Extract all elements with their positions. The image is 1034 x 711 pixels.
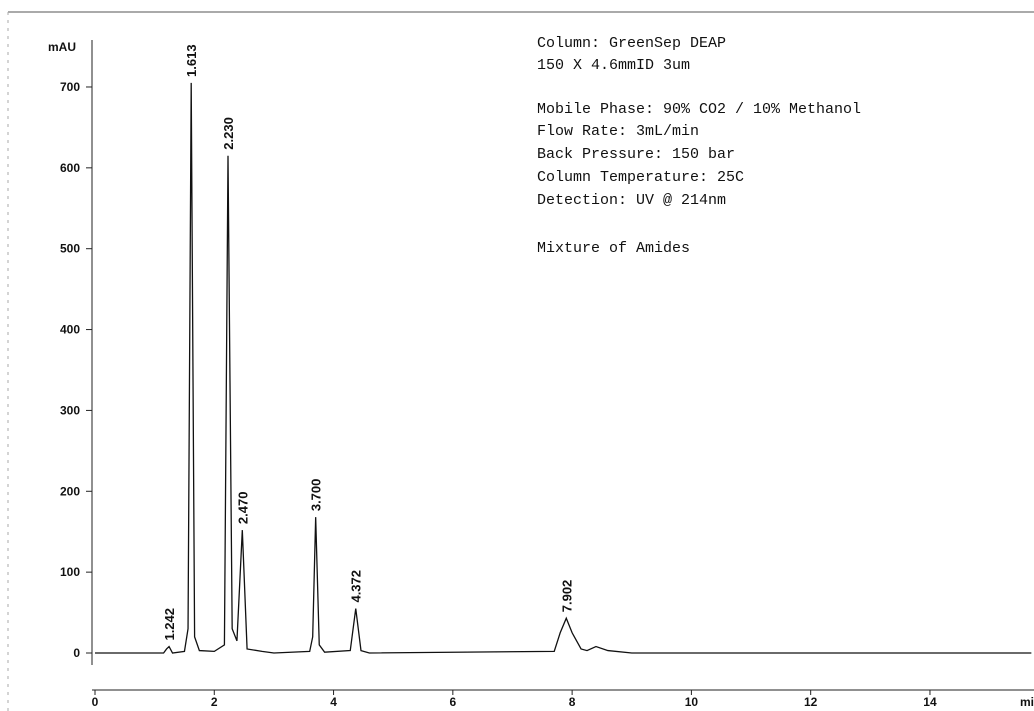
peak-label: 7.902 xyxy=(559,580,574,613)
annotation: Column: GreenSep DEAP xyxy=(537,35,726,52)
annotation: Mobile Phase: 90% CO2 / 10% Methanol xyxy=(537,101,861,118)
annotation: Detection: UV @ 214nm xyxy=(537,192,726,209)
y-tick-label: 100 xyxy=(60,565,80,579)
x-axis-label: mi xyxy=(1020,695,1034,709)
x-tick-label: 8 xyxy=(569,695,576,709)
peak-label: 4.372 xyxy=(349,570,364,603)
peak-label: 2.470 xyxy=(235,492,250,525)
x-tick-label: 2 xyxy=(211,695,218,709)
y-tick-label: 400 xyxy=(60,323,80,337)
peak-label: 3.700 xyxy=(309,479,324,512)
annotation: Column Temperature: 25C xyxy=(537,169,744,186)
x-tick-label: 10 xyxy=(685,695,699,709)
y-tick-label: 200 xyxy=(60,484,80,498)
annotation: Flow Rate: 3mL/min xyxy=(537,123,699,140)
peak-label: 1.242 xyxy=(162,608,177,641)
x-tick-label: 14 xyxy=(923,695,937,709)
annotation: 150 X 4.6mmID 3um xyxy=(537,57,690,74)
annotation: Mixture of Amides xyxy=(537,240,690,257)
trace xyxy=(95,82,1032,654)
x-tick-label: 12 xyxy=(804,695,818,709)
annotation: Back Pressure: 150 bar xyxy=(537,146,735,163)
peak-label: 2.230 xyxy=(221,117,236,150)
x-tick-label: 6 xyxy=(449,695,456,709)
x-tick-label: 4 xyxy=(330,695,337,709)
peak-label: 1.613 xyxy=(184,44,199,77)
y-tick-label: 500 xyxy=(60,242,80,256)
y-tick-label: 0 xyxy=(73,646,80,660)
y-tick-label: 700 xyxy=(60,80,80,94)
x-tick-label: 0 xyxy=(92,695,99,709)
y-tick-label: 300 xyxy=(60,403,80,417)
y-axis-label: mAU xyxy=(48,40,76,54)
y-tick-label: 600 xyxy=(60,161,80,175)
